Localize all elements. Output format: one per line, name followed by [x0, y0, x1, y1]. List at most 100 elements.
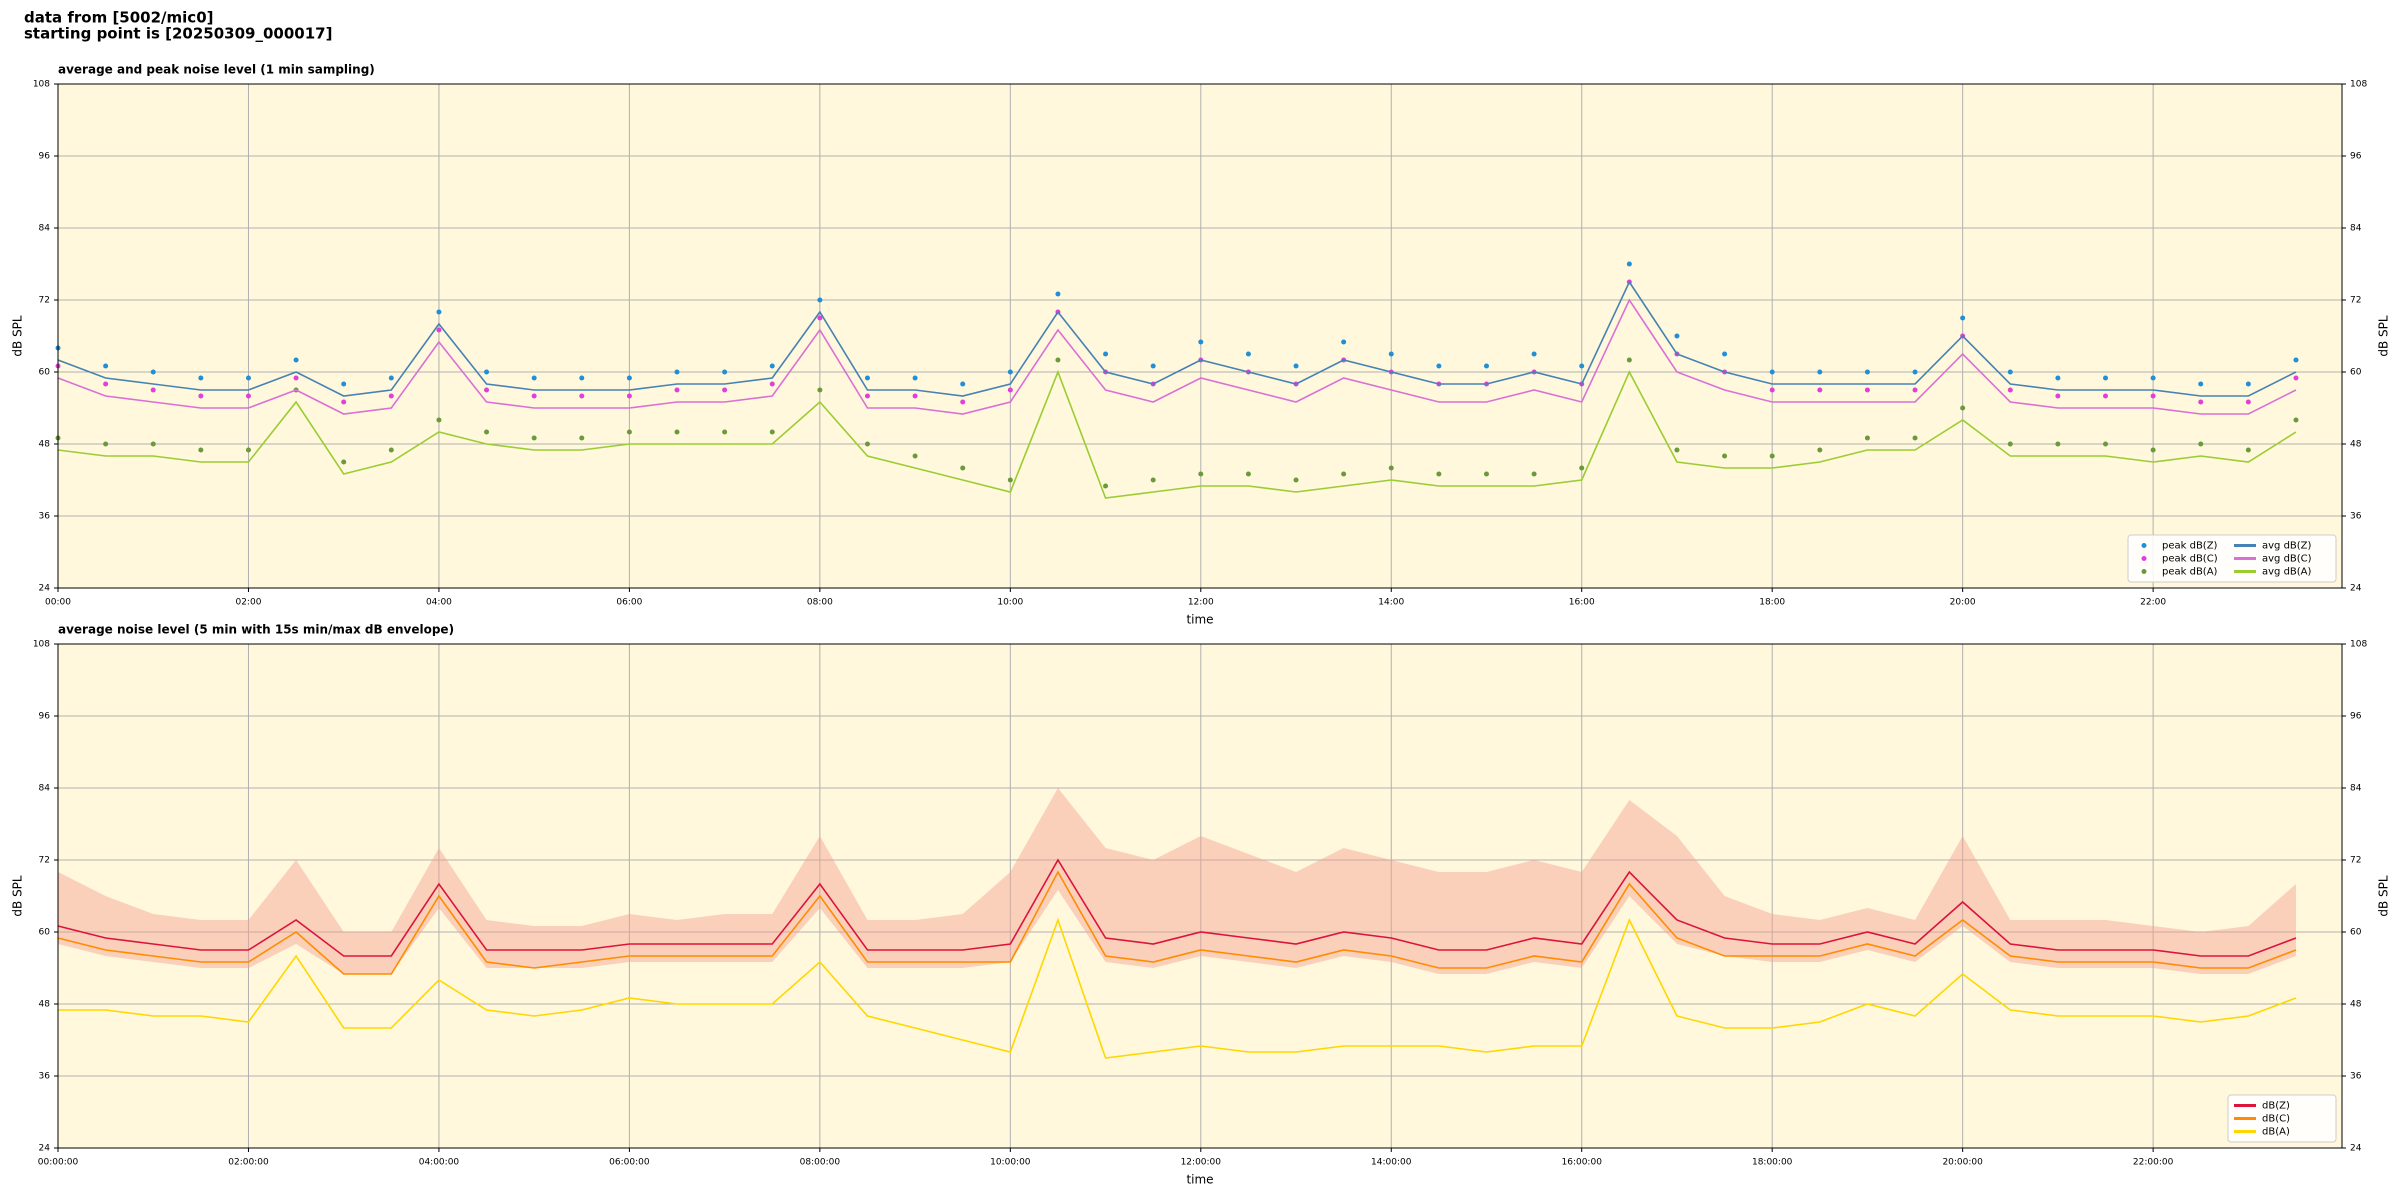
y-tick-label: 96 — [39, 152, 51, 162]
peak-point — [150, 441, 156, 447]
x-tick-label: 22:00:00 — [2133, 1158, 2174, 1168]
peak-point — [912, 375, 918, 381]
peak-point — [1769, 369, 1775, 375]
peak-point — [388, 447, 394, 453]
x-tick-label: 08:00 — [807, 598, 833, 608]
peak-point — [1626, 261, 1632, 267]
peak-point — [388, 393, 394, 399]
peak-point — [1388, 351, 1394, 357]
peak-point — [531, 435, 537, 441]
y2-axis-label: dB SPL — [2377, 315, 2391, 357]
peak-point — [436, 417, 442, 423]
peak-point — [293, 375, 299, 381]
y2-tick-label: 36 — [2350, 1072, 2362, 1082]
peak-point — [2150, 375, 2156, 381]
x-axis-label: time — [1186, 613, 1213, 627]
y2-tick-label: 108 — [2350, 80, 2367, 90]
y-tick-label: 36 — [39, 1072, 51, 1082]
peak-point — [769, 429, 775, 435]
peak-point — [912, 393, 918, 399]
x-axis-label: time — [1186, 1173, 1213, 1187]
peak-point — [674, 369, 680, 375]
peak-point — [2245, 399, 2251, 405]
y2-tick-label: 84 — [2350, 224, 2362, 234]
envelope-area — [58, 788, 2296, 974]
peak-point — [341, 399, 347, 405]
peak-point — [198, 447, 204, 453]
x-tick-label: 06:00 — [616, 598, 642, 608]
peak-point — [436, 327, 442, 333]
peak-point — [1007, 387, 1013, 393]
x-tick-label: 16:00 — [1569, 598, 1595, 608]
peak-point — [1579, 363, 1585, 369]
x-tick-label: 12:00:00 — [1181, 1158, 1222, 1168]
peak-point — [864, 393, 870, 399]
peak-point — [1674, 333, 1680, 339]
x-tick-label: 08:00:00 — [800, 1158, 841, 1168]
peak-point — [960, 381, 966, 387]
peak-point — [1436, 471, 1442, 477]
y2-tick-label: 48 — [2350, 440, 2362, 450]
legend-box — [2127, 534, 2337, 583]
x-tick-label: 16:00:00 — [1562, 1158, 1603, 1168]
peak-point — [579, 435, 585, 441]
legend: peak dB(Z) peak dB(C) peak dB(A) avg dB(Z) a… — [2127, 534, 2337, 583]
peak-point — [2293, 375, 2299, 381]
y-tick-label: 48 — [39, 1000, 51, 1010]
peak-point — [626, 429, 632, 435]
peak-point — [103, 441, 109, 447]
peak-point — [198, 375, 204, 381]
peak-point — [2007, 441, 2013, 447]
x-tick-label: 10:00:00 — [990, 1158, 1031, 1168]
plot-frame — [57, 83, 2343, 589]
peak-point — [2007, 369, 2013, 375]
y2-tick-label: 72 — [2350, 856, 2361, 866]
peak-point — [960, 399, 966, 405]
peak-point — [150, 387, 156, 393]
peak-point — [626, 375, 632, 381]
peak-point — [1245, 351, 1251, 357]
peak-point — [1912, 369, 1918, 375]
peak-point — [1960, 315, 1966, 321]
x-tick-label: 06:00:00 — [609, 1158, 650, 1168]
peak-point — [484, 429, 490, 435]
peak-point — [1341, 471, 1347, 477]
peak-point — [341, 381, 347, 387]
peak-point — [1388, 465, 1394, 471]
y2-tick-label: 108 — [2350, 640, 2367, 650]
legend-label: avg dB(C) — [2262, 554, 2312, 565]
peak-point — [531, 375, 537, 381]
peak-point — [2198, 399, 2204, 405]
peak-point — [1912, 387, 1918, 393]
y2-tick-label: 36 — [2350, 512, 2362, 522]
peak-point — [2198, 381, 2204, 387]
peak-point — [1531, 351, 1537, 357]
peak-point — [817, 315, 823, 321]
peak-point — [1198, 471, 1204, 477]
peak-point — [1483, 363, 1489, 369]
peak-point — [1436, 363, 1442, 369]
x-tick-label: 00:00 — [45, 598, 71, 608]
peak-point — [2055, 393, 2061, 399]
y-axis-label: dB SPL — [11, 875, 25, 917]
legend-marker — [2141, 569, 2147, 574]
peak-point — [1007, 369, 1013, 375]
x-tick-label: 14:00 — [1378, 598, 1404, 608]
peak-point — [2245, 447, 2251, 453]
peak-point — [2293, 357, 2299, 363]
peak-point — [674, 429, 680, 435]
y-tick-label: 24 — [39, 584, 51, 594]
peak-point — [817, 297, 823, 303]
peak-point — [960, 465, 966, 471]
y2-tick-label: 72 — [2350, 296, 2361, 306]
peak-point — [2055, 375, 2061, 381]
y-tick-label: 60 — [39, 928, 51, 938]
peak-point — [1864, 369, 1870, 375]
peak-point — [769, 363, 775, 369]
series-line — [57, 858, 2297, 957]
start-text: starting point is [20250309_000017] — [24, 25, 332, 43]
legend-label: peak dB(A) — [2162, 567, 2218, 578]
peak-point — [579, 393, 585, 399]
y-tick-label: 36 — [39, 512, 51, 522]
y2-tick-label: 60 — [2350, 368, 2362, 378]
